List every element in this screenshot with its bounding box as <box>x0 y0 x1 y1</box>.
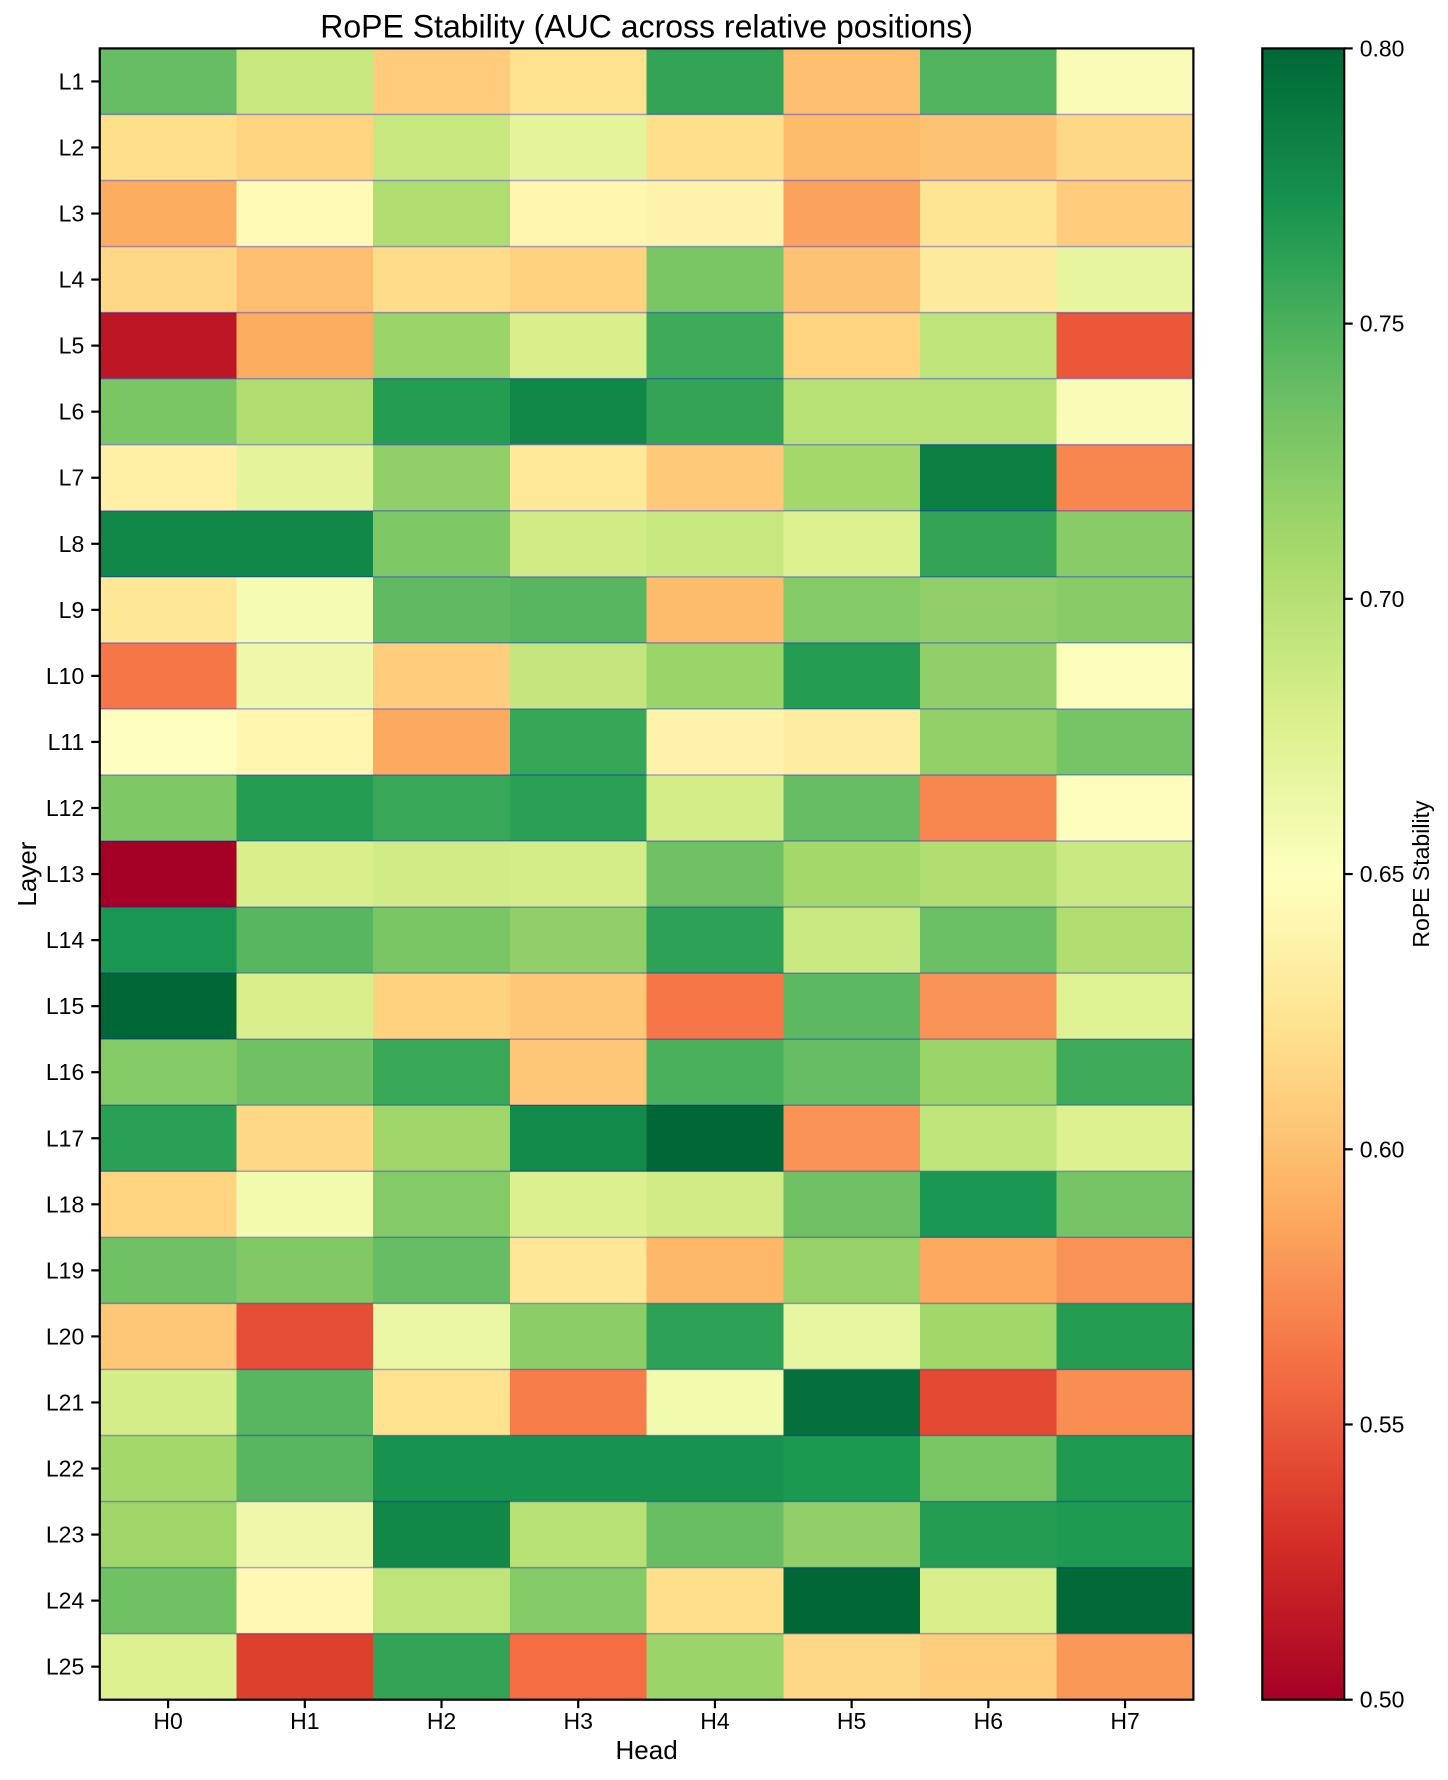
svg-text:H3: H3 <box>564 1708 593 1734</box>
svg-text:L5: L5 <box>59 333 85 359</box>
svg-text:L14: L14 <box>46 927 85 953</box>
svg-text:H5: H5 <box>837 1708 866 1734</box>
svg-text:L24: L24 <box>46 1588 85 1614</box>
svg-text:L4: L4 <box>59 267 85 293</box>
svg-text:Layer: Layer <box>12 841 42 906</box>
svg-text:L22: L22 <box>46 1456 84 1482</box>
svg-text:Head: Head <box>616 1735 678 1765</box>
svg-text:L23: L23 <box>46 1522 84 1548</box>
svg-text:L10: L10 <box>46 663 84 689</box>
svg-text:L2: L2 <box>59 134 85 160</box>
svg-text:L19: L19 <box>46 1257 84 1283</box>
svg-text:L1: L1 <box>59 68 85 94</box>
svg-text:0.60: 0.60 <box>1360 1136 1405 1162</box>
svg-text:H0: H0 <box>153 1708 182 1734</box>
svg-text:RoPE Stability (AUC across rel: RoPE Stability (AUC across relative posi… <box>320 9 973 45</box>
svg-text:L9: L9 <box>59 597 85 623</box>
svg-text:0.50: 0.50 <box>1360 1687 1405 1713</box>
svg-text:L13: L13 <box>46 861 84 887</box>
svg-text:L17: L17 <box>46 1125 84 1151</box>
svg-text:L7: L7 <box>59 465 85 491</box>
svg-text:L12: L12 <box>46 795 84 821</box>
svg-text:RoPE Stability: RoPE Stability <box>1408 800 1434 948</box>
svg-text:L6: L6 <box>59 399 85 425</box>
svg-text:H1: H1 <box>290 1708 319 1734</box>
svg-text:0.75: 0.75 <box>1360 311 1405 337</box>
svg-text:L18: L18 <box>46 1191 84 1217</box>
svg-text:L3: L3 <box>59 201 85 227</box>
svg-text:H6: H6 <box>974 1708 1003 1734</box>
svg-text:0.65: 0.65 <box>1360 861 1405 887</box>
svg-text:L15: L15 <box>46 993 84 1019</box>
svg-text:H4: H4 <box>700 1708 730 1734</box>
svg-text:L20: L20 <box>46 1323 84 1349</box>
svg-text:L11: L11 <box>48 729 85 755</box>
svg-text:L8: L8 <box>59 531 85 557</box>
svg-text:L21: L21 <box>46 1389 84 1415</box>
svg-text:H2: H2 <box>427 1708 456 1734</box>
svg-text:L16: L16 <box>46 1059 84 1085</box>
svg-text:0.55: 0.55 <box>1360 1411 1405 1437</box>
svg-text:H7: H7 <box>1110 1708 1139 1734</box>
svg-text:0.80: 0.80 <box>1360 35 1405 61</box>
svg-text:0.70: 0.70 <box>1360 586 1405 612</box>
svg-text:L25: L25 <box>46 1654 84 1680</box>
